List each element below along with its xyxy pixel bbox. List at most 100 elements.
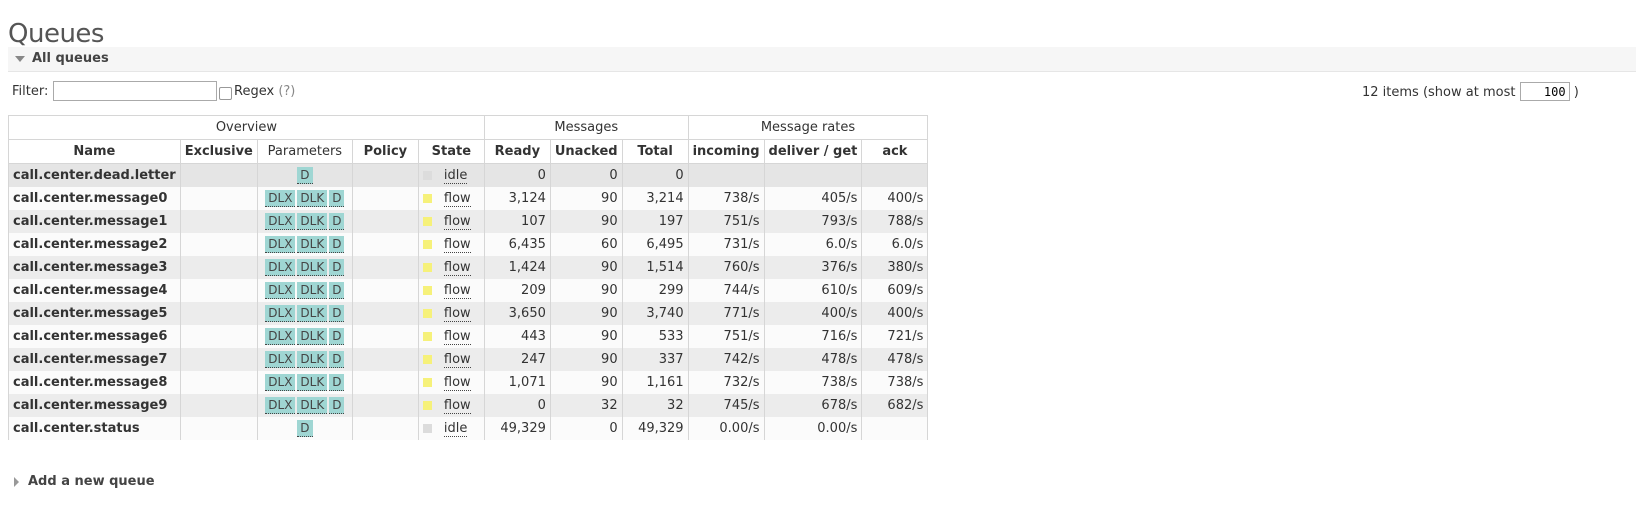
- parameters-cell: DLX DLK D: [256, 302, 353, 325]
- unacked-count: 90: [549, 279, 623, 302]
- add-queue-label: Add a new queue: [28, 474, 155, 489]
- regex-checkbox[interactable]: [219, 87, 232, 100]
- state-cell: flow: [417, 325, 485, 348]
- column-header-ack[interactable]: ack: [861, 139, 929, 164]
- parameter-tag: D: [329, 213, 345, 230]
- total-count: 1,161: [621, 371, 689, 394]
- queue-name-link[interactable]: call.center.message2: [8, 233, 181, 256]
- parameter-tag: DLX: [265, 397, 296, 414]
- total-count: 299: [621, 279, 689, 302]
- ready-count: 6,435: [483, 233, 551, 256]
- deliver-get-rate: [763, 163, 863, 187]
- state-label: flow: [443, 283, 471, 299]
- queue-name-link[interactable]: call.center.message9: [8, 394, 181, 417]
- queue-name-link[interactable]: call.center.message3: [8, 256, 181, 279]
- ack-rate: [861, 163, 929, 187]
- ready-count: 3,124: [483, 187, 551, 210]
- parameter-tag: DLK: [297, 282, 328, 299]
- column-header-total[interactable]: Total: [621, 139, 689, 164]
- column-header-exclusive[interactable]: Exclusive: [179, 139, 258, 164]
- policy-cell: [351, 394, 419, 417]
- parameter-tag: DLK: [297, 351, 328, 368]
- state-indicator-icon: [422, 378, 432, 387]
- queue-name-link[interactable]: call.center.message5: [8, 302, 181, 325]
- column-header-state[interactable]: State: [417, 139, 485, 164]
- state-indicator-icon: [422, 171, 432, 180]
- items-count-suffix: ): [1573, 85, 1579, 100]
- state-label: flow: [443, 352, 471, 368]
- state-indicator-icon: [422, 401, 432, 410]
- exclusive-cell: [179, 163, 258, 187]
- state-indicator-icon: [422, 217, 432, 226]
- queue-name-link[interactable]: call.center.message1: [8, 210, 181, 233]
- queue-name-link[interactable]: call.center.status: [8, 417, 181, 440]
- incoming-rate: 745/s: [687, 394, 765, 417]
- queue-name-link[interactable]: call.center.message6: [8, 325, 181, 348]
- unacked-count: 90: [549, 187, 623, 210]
- state-indicator-icon: [422, 286, 432, 295]
- queue-name-link[interactable]: call.center.dead.letter: [8, 163, 181, 187]
- regex-label-group: Regex (?): [234, 84, 295, 99]
- column-header-unacked[interactable]: Unacked: [549, 139, 623, 164]
- items-count: 12 items (show at most ): [1362, 82, 1579, 101]
- exclusive-cell: [179, 394, 258, 417]
- ack-rate: 738/s: [861, 371, 929, 394]
- unacked-count: 32: [549, 394, 623, 417]
- state-label: flow: [443, 214, 471, 230]
- exclusive-cell: [179, 417, 258, 440]
- incoming-rate: 732/s: [687, 371, 765, 394]
- parameter-tag: D: [297, 420, 313, 437]
- column-header-name[interactable]: Name: [8, 139, 181, 164]
- column-header-policy[interactable]: Policy: [351, 139, 419, 164]
- all-queues-section-toggle[interactable]: All queues: [8, 47, 1636, 72]
- column-header-parameters[interactable]: Parameters: [256, 139, 353, 164]
- state-label: flow: [443, 375, 471, 391]
- exclusive-cell: [179, 187, 258, 210]
- state-cell: idle: [417, 417, 485, 440]
- column-header-incoming[interactable]: incoming: [687, 139, 765, 164]
- section-label: All queues: [32, 51, 109, 66]
- filter-input[interactable]: [53, 81, 217, 101]
- ready-count: 0: [483, 394, 551, 417]
- state-cell: flow: [417, 233, 485, 256]
- add-queue-toggle[interactable]: Add a new queue: [14, 474, 155, 489]
- incoming-rate: 0.00/s: [687, 417, 765, 440]
- regex-help-link[interactable]: (?): [278, 84, 296, 99]
- state-indicator-icon: [422, 240, 432, 249]
- total-count: 1,514: [621, 256, 689, 279]
- column-header-ready[interactable]: Ready: [483, 139, 551, 164]
- deliver-get-rate: 738/s: [763, 371, 863, 394]
- parameters-cell: DLX DLK D: [256, 394, 353, 417]
- state-indicator-icon: [422, 263, 432, 272]
- max-items-input[interactable]: [1519, 82, 1570, 101]
- group-header-overview: Overview: [8, 115, 485, 140]
- state-cell: flow: [417, 210, 485, 233]
- filter-label: Filter:: [12, 84, 49, 99]
- parameter-tag: D: [329, 190, 345, 207]
- queue-name-link[interactable]: call.center.message7: [8, 348, 181, 371]
- queue-name-link[interactable]: call.center.message8: [8, 371, 181, 394]
- deliver-get-rate: 478/s: [763, 348, 863, 371]
- queue-name-link[interactable]: call.center.message4: [8, 279, 181, 302]
- policy-cell: [351, 417, 419, 440]
- queue-name-link[interactable]: call.center.message0: [8, 187, 181, 210]
- state-cell: flow: [417, 279, 485, 302]
- state-cell: flow: [417, 394, 485, 417]
- parameters-cell: DLX DLK D: [256, 210, 353, 233]
- ack-rate: 682/s: [861, 394, 929, 417]
- total-count: 3,214: [621, 187, 689, 210]
- column-header-deliver-get[interactable]: deliver / get: [763, 139, 863, 164]
- page-title: Queues: [8, 19, 104, 50]
